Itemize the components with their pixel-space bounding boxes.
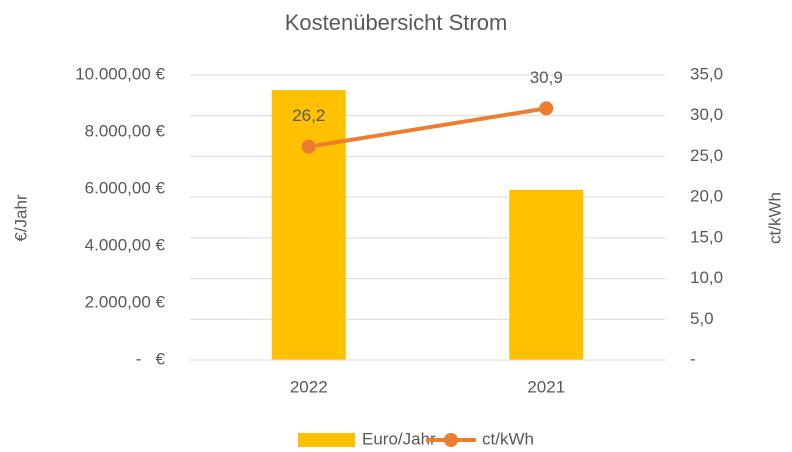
y-tick-label: - € (136, 349, 166, 368)
y2-tick-label: 15,0 (690, 227, 723, 246)
line (306, 106, 549, 149)
bar (271, 90, 346, 360)
y-tick-label: 4.000,00 € (85, 235, 166, 254)
bar (509, 189, 584, 360)
y2-tick-label: 10,0 (690, 268, 723, 287)
y-tick-label: 6.000,00 € (85, 178, 166, 197)
chart-title: Kostenübersicht Strom (285, 10, 508, 35)
line-point (539, 101, 554, 116)
legend-marker (444, 433, 458, 447)
y2-tick-label: - (690, 349, 696, 368)
y-tick-label: 10.000,00 € (75, 64, 165, 83)
legend-label: Euro/Jahr (362, 429, 436, 448)
y2-tick-label: 30,0 (690, 105, 723, 124)
y2-tick-label: 35,0 (690, 64, 723, 83)
legend-swatch (298, 433, 355, 447)
y-tick-label: 2.000,00 € (85, 292, 166, 311)
y2-axis-title: ct/kWh (765, 192, 784, 244)
x-tick-label: 2021 (527, 377, 565, 396)
y-axis-title: €/Jahr (11, 194, 30, 242)
data-label: 26,2 (292, 106, 325, 125)
y2-tick-label: 5,0 (690, 309, 714, 328)
y2-tick-label: 25,0 (690, 146, 723, 165)
data-label: 30,9 (530, 68, 563, 87)
x-tick-label: 2022 (290, 377, 328, 396)
line-point (301, 139, 316, 154)
y2-tick-label: 20,0 (690, 187, 723, 206)
legend-label: ct/kWh (482, 429, 534, 448)
y-tick-label: 8.000,00 € (85, 121, 166, 140)
